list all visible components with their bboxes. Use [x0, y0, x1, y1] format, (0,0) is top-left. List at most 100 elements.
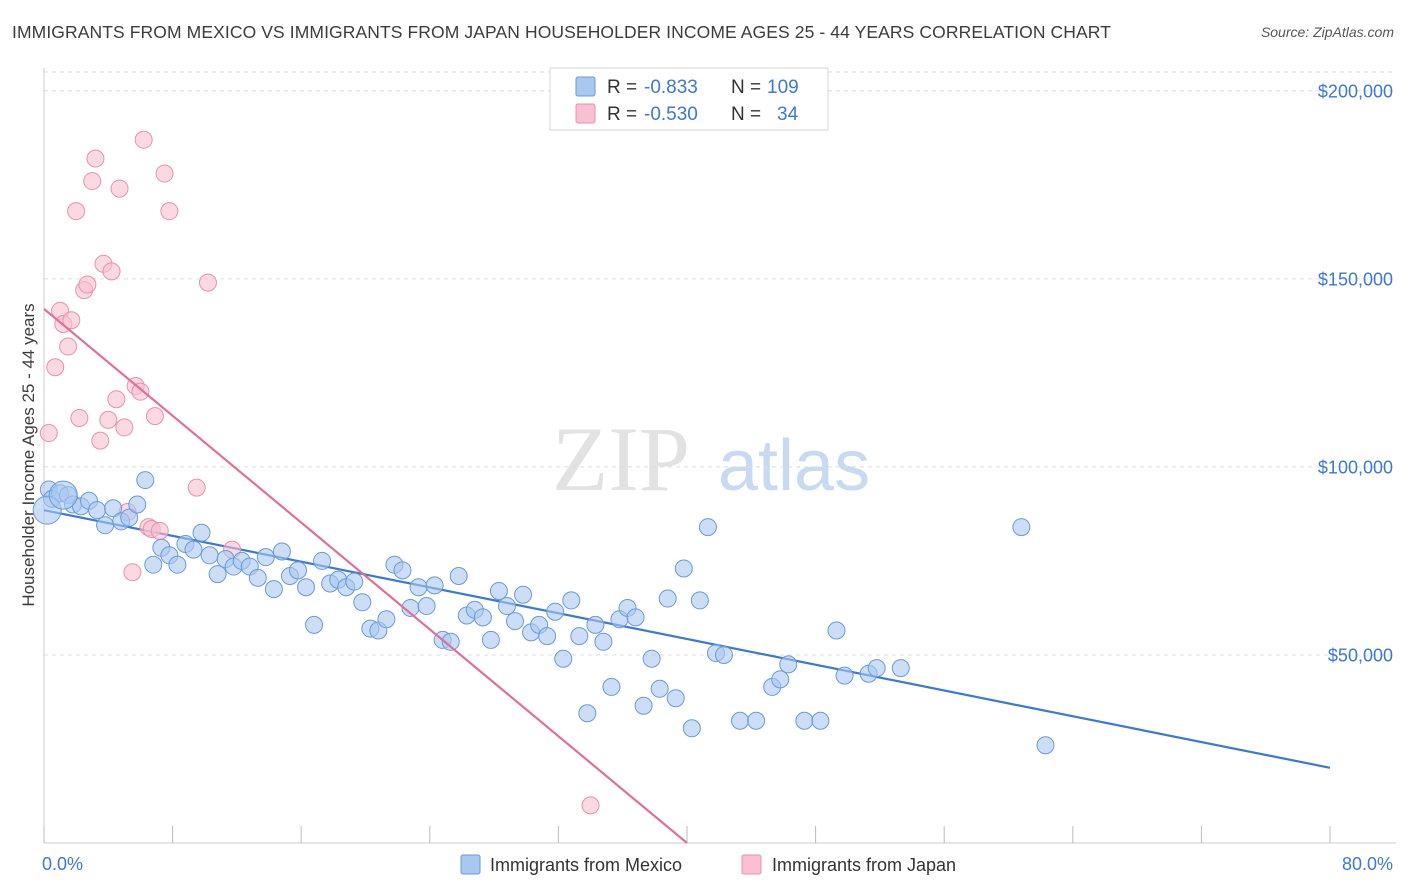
- mexico-point: [658, 589, 677, 608]
- mexico-point: [594, 632, 613, 651]
- mexico-point: [104, 499, 123, 518]
- mexico-point: [674, 559, 693, 578]
- x-tick-labels: 0.0% 80.0%: [42, 854, 1393, 874]
- legend-n-value-japan: 34: [777, 104, 799, 125]
- mexico-point: [795, 711, 814, 730]
- mexico-point: [256, 548, 275, 567]
- legend-r-value-japan: -0.530: [644, 104, 698, 125]
- y-tick-label-1: $100,000: [1318, 458, 1393, 478]
- series-legend-swatch-mexico: [460, 854, 481, 875]
- mexico-point: [313, 551, 332, 570]
- watermark-zip: ZIP: [552, 408, 690, 510]
- mexico-point: [192, 523, 211, 542]
- japan-point: [150, 521, 169, 540]
- mexico-point: [578, 704, 597, 723]
- y-tick-label-3: $200,000: [1318, 82, 1393, 102]
- mexico-point: [505, 612, 524, 631]
- mexico-point: [184, 540, 203, 559]
- mexico-point: [771, 670, 790, 689]
- mexico-point: [602, 677, 621, 696]
- mexico-point: [473, 608, 492, 627]
- legend-r-label-japan: R =: [607, 104, 637, 125]
- mexico-point: [208, 565, 227, 584]
- y-tick-label-2: $150,000: [1318, 270, 1393, 290]
- mexico-point: [546, 602, 565, 621]
- mexico-point: [562, 591, 581, 610]
- japan-point: [160, 202, 179, 221]
- mexico-point: [731, 711, 750, 730]
- japan-point: [187, 478, 206, 497]
- mexico-point: [168, 555, 187, 574]
- correlation-legend: R = -0.833 N = 109 R = -0.530 N = 34: [549, 67, 829, 131]
- mexico-point: [779, 655, 798, 674]
- japan-point: [62, 311, 81, 330]
- mexico-point: [120, 508, 139, 527]
- mexico-point: [248, 568, 267, 587]
- mexico-point: [144, 555, 163, 574]
- japan-point: [86, 149, 105, 168]
- mexico-point: [867, 659, 886, 678]
- japan-point: [134, 130, 153, 149]
- mexico-point: [634, 696, 653, 715]
- mexico-point: [272, 542, 291, 561]
- japan-point: [110, 179, 129, 198]
- mexico-point: [642, 649, 661, 668]
- mexico-point: [345, 572, 364, 591]
- japan-point: [131, 382, 150, 401]
- mexico-point: [48, 480, 78, 510]
- mexico-point: [393, 561, 412, 580]
- mexico-point: [305, 615, 324, 634]
- series-legend-label-japan: Immigrants from Japan: [772, 855, 956, 875]
- mexico-point: [297, 578, 316, 597]
- mexico-point: [690, 591, 709, 610]
- trendline-japan: [43, 308, 688, 844]
- japan-point: [91, 431, 110, 450]
- legend-n-label-mexico: N =: [731, 77, 761, 98]
- legend-swatch-mexico: [575, 76, 596, 97]
- mexico-point: [698, 518, 717, 537]
- series-legend-swatch-japan: [741, 854, 762, 875]
- y-tick-label-0: $50,000: [1328, 646, 1393, 666]
- mexico-point: [811, 711, 830, 730]
- mexico-point: [96, 516, 115, 535]
- mexico-point: [353, 593, 372, 612]
- mexico-point: [650, 679, 669, 698]
- japan-point: [59, 337, 78, 356]
- axes: [43, 68, 1396, 844]
- mexico-point: [409, 578, 428, 597]
- mexico-point: [425, 576, 444, 595]
- x-tick-label-0: 0.0%: [42, 854, 83, 874]
- mexico-point: [136, 471, 155, 490]
- series-mexico-points: [32, 471, 1055, 755]
- mexico-point: [747, 711, 766, 730]
- japan-point: [78, 275, 97, 294]
- legend-n-label-japan: N =: [731, 104, 761, 125]
- y-tick-labels: $50,000 $100,000 $150,000 $200,000: [1318, 82, 1393, 666]
- mexico-point: [682, 719, 701, 738]
- series-legend-label-mexico: Immigrants from Mexico: [490, 855, 682, 875]
- japan-point: [83, 172, 102, 191]
- mexico-point: [514, 585, 533, 604]
- legend-box: [549, 67, 829, 131]
- japan-point: [107, 390, 126, 409]
- legend-r-label-mexico: R =: [607, 77, 637, 98]
- legend-swatch-japan: [575, 103, 596, 124]
- legend-n-value-mexico: 109: [767, 77, 799, 98]
- mexico-point: [554, 649, 573, 668]
- japan-point: [145, 407, 164, 426]
- y-axis-label: Householder Income Ages 25 - 44 years: [19, 303, 38, 606]
- mexico-point: [128, 495, 147, 514]
- mexico-point: [1036, 736, 1055, 755]
- mexico-point: [586, 615, 605, 634]
- japan-point: [115, 418, 134, 437]
- watermark-atlas: atlas: [718, 426, 870, 506]
- series-legend: Immigrants from Mexico Immigrants from J…: [460, 854, 956, 875]
- japan-point: [581, 796, 600, 815]
- mexico-point: [827, 621, 846, 640]
- series-japan-points: [39, 130, 600, 815]
- mexico-point: [377, 610, 396, 629]
- trendline-japan-line: [43, 308, 688, 844]
- mexico-point: [1012, 518, 1031, 537]
- chart-source: Source: ZipAtlas.com: [1260, 24, 1394, 40]
- mexico-point: [288, 561, 307, 580]
